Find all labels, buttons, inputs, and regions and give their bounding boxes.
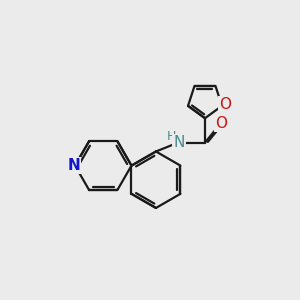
Text: H: H bbox=[167, 130, 176, 142]
Text: N: N bbox=[67, 158, 80, 173]
Text: O: O bbox=[219, 97, 231, 112]
Text: N: N bbox=[173, 135, 184, 150]
Text: O: O bbox=[215, 116, 227, 131]
